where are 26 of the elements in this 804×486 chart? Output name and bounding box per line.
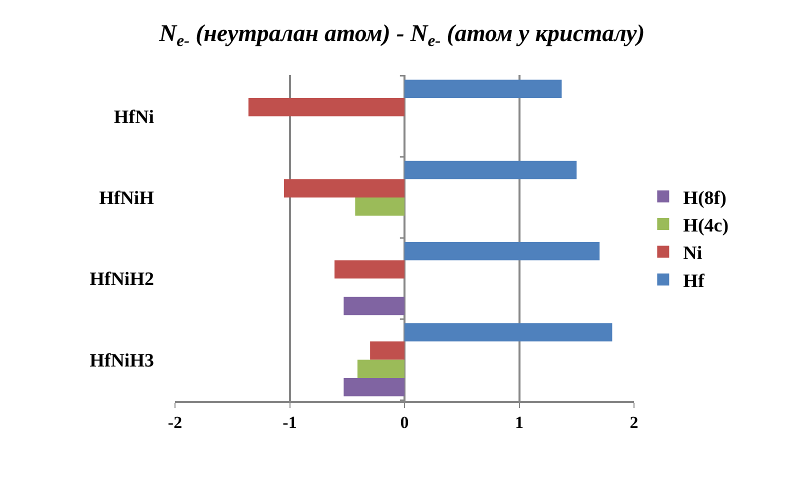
bar — [357, 360, 404, 378]
bar — [404, 80, 562, 98]
x-tick-label: 2 — [630, 413, 638, 432]
y-tick-label: HfNiH3 — [90, 350, 154, 372]
bar — [334, 260, 404, 279]
y-tick-label: HfNi — [114, 106, 154, 128]
legend-label: Ni — [683, 243, 702, 264]
bar — [355, 197, 404, 216]
x-tick-label: 1 — [515, 413, 524, 432]
x-tick-label: -1 — [282, 413, 297, 432]
x-tick-label: -2 — [168, 413, 182, 432]
bar — [248, 98, 404, 116]
bar — [404, 160, 577, 180]
bar — [344, 296, 404, 316]
legend-label: H(8f) — [683, 188, 726, 209]
chart-title: N$_{e-}$ (неутралан атом) - N$_{e-}$ (атом у кристалу) — [158, 21, 645, 50]
y-tick-label: HfNiH2 — [90, 269, 154, 290]
bar — [404, 323, 612, 342]
bar — [344, 378, 404, 396]
legend-label: H(4c) — [683, 215, 729, 236]
x-tick-label: 0 — [400, 413, 409, 432]
bar — [284, 179, 404, 198]
bar — [370, 341, 404, 360]
legend-label: Hf — [683, 270, 705, 292]
bar — [404, 242, 600, 260]
y-tick-label: HfNiH — [99, 188, 154, 210]
